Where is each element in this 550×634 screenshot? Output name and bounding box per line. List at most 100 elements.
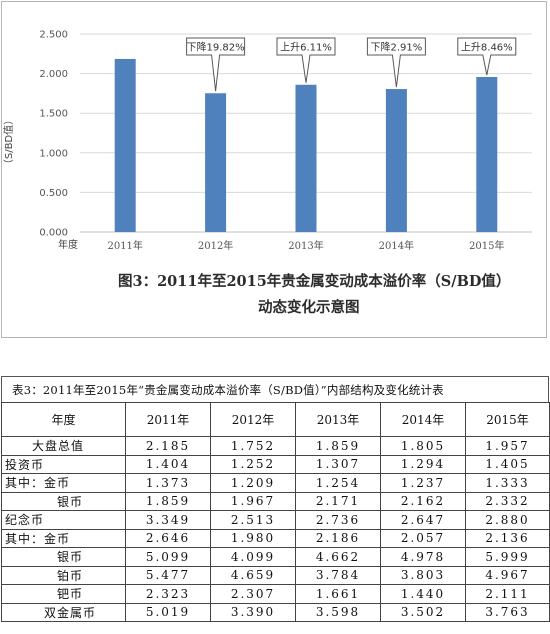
row-label: 大盘总值 xyxy=(1,436,126,456)
cell-value: 3.598 xyxy=(295,602,381,622)
row-label: 钯币 xyxy=(1,584,126,604)
y-tick-label: 1.000 xyxy=(39,148,68,159)
row-label: 其中：金币 xyxy=(1,473,126,493)
cell-value: 1.252 xyxy=(210,454,296,474)
chart-title-line-2: 动态变化示意图 xyxy=(258,299,360,316)
table-caption: 表3：2011年至2015年“贵金属变动成本溢价率（S/BD值）”内部结构及变化… xyxy=(1,376,549,402)
cell-value: 4.099 xyxy=(210,547,296,567)
y-tick-label: 2.500 xyxy=(39,30,68,41)
cell-value: 2.880 xyxy=(465,510,550,530)
cell-value: 2.171 xyxy=(295,491,381,511)
table-row: 其中：金币 2.646 1.980 2.186 2.057 2.136 xyxy=(1,528,550,548)
cell-value: 4.659 xyxy=(210,565,296,585)
callout-label: 下降2.91% xyxy=(371,41,423,54)
table-row: 投资币 1.404 1.252 1.307 1.294 1.405 xyxy=(1,454,550,474)
cell-value: 1.967 xyxy=(210,491,296,511)
y-tick-label: 1.500 xyxy=(39,109,68,120)
row-label: 双金属币 xyxy=(1,602,126,622)
cell-value: 3.502 xyxy=(380,602,466,622)
table-row: 纪念币 3.349 2.513 2.736 2.647 2.880 xyxy=(1,510,550,530)
table-row: 铂币 5.477 4.659 3.784 3.803 4.967 xyxy=(1,565,550,585)
header-year: 年度 xyxy=(1,402,126,437)
header-2012: 2012年 xyxy=(210,402,296,437)
header-2014: 2014年 xyxy=(380,402,466,437)
x-tick-label: 2013年 xyxy=(288,239,323,252)
cell-value: 1.405 xyxy=(465,454,550,474)
bar xyxy=(114,58,136,233)
header-2011: 2011年 xyxy=(125,402,211,437)
table-header-row: 年度 2011年 2012年 2013年 2014年 2015年 xyxy=(1,402,550,437)
cell-value: 1.294 xyxy=(380,454,466,474)
cell-value: 3.763 xyxy=(465,602,550,622)
cell-value: 1.237 xyxy=(380,473,466,493)
cell-value: 4.967 xyxy=(465,565,550,585)
callout-box xyxy=(366,37,426,88)
row-label: 纪念币 xyxy=(1,510,126,530)
table-row: 银币 1.859 1.967 2.171 2.162 2.332 xyxy=(1,491,550,511)
cell-value: 2.513 xyxy=(210,510,296,530)
cell-value: 3.784 xyxy=(295,565,381,585)
chart-panel: 0.000 0.500 1.000 1.500 2.000 2.500 2011年 2012… xyxy=(1,1,547,338)
row-label: 铂币 xyxy=(1,565,126,585)
change-callout: 下降19.82% xyxy=(186,37,246,92)
stats-table: 年度 2011年 2012年 2013年 2014年 2015年 大盘总值 2.1… xyxy=(1,402,550,622)
cell-value: 3.390 xyxy=(210,602,296,622)
cell-value: 2.057 xyxy=(380,528,466,548)
bar-chart: 0.000 0.500 1.000 1.500 2.000 2.500 2011年 2012… xyxy=(2,30,532,252)
cell-value: 2.646 xyxy=(125,528,211,548)
callout-label: 下降19.82% xyxy=(187,41,245,54)
cell-value: 2.136 xyxy=(465,528,550,548)
cell-value: 1.859 xyxy=(295,436,381,456)
table-row: 双金属币 5.019 3.390 3.598 3.502 3.763 xyxy=(1,602,550,622)
bar xyxy=(385,89,407,232)
row-label: 银币 xyxy=(1,547,126,567)
callout-box xyxy=(276,37,336,83)
header-2013: 2013年 xyxy=(295,402,381,437)
x-tick-label: 2015年 xyxy=(469,239,504,252)
stats-table-section: 表3：2011年至2015年“贵金属变动成本溢价率（S/BD值）”内部结构及变化… xyxy=(1,376,550,622)
callout-label: 上升8.46% xyxy=(461,42,513,54)
change-callout: 上升8.46% xyxy=(457,37,517,76)
cell-value: 1.752 xyxy=(210,436,296,456)
cell-value: 1.333 xyxy=(465,473,550,493)
cell-value: 2.111 xyxy=(465,584,550,604)
bar xyxy=(205,93,227,232)
change-callout: 上升6.11% xyxy=(276,37,336,83)
cell-value: 1.957 xyxy=(465,436,550,456)
cell-value: 1.440 xyxy=(380,584,466,604)
cell-value: 2.162 xyxy=(380,491,466,511)
cell-value: 1.859 xyxy=(125,491,211,511)
x-tick-label: 2011年 xyxy=(107,239,142,252)
cell-value: 1.373 xyxy=(125,473,211,493)
table-row: 其中：金币 1.373 1.209 1.254 1.237 1.333 xyxy=(1,473,550,493)
cell-value: 1.661 xyxy=(295,584,381,604)
table-row: 钯币 2.323 2.307 1.661 1.440 2.111 xyxy=(1,584,550,604)
table-row: 大盘总值 2.185 1.752 1.859 1.805 1.957 xyxy=(1,436,550,456)
change-callout: 下降2.91% xyxy=(366,37,426,88)
callouts: 下降19.82% 上升6.11% 下降2.91% 上升8.46% xyxy=(186,37,517,92)
cell-value: 1.805 xyxy=(380,436,466,456)
cell-value: 5.019 xyxy=(125,602,211,622)
x-axis-label: 年度 xyxy=(58,238,78,251)
chart-title: 图3：2011年至2015年贵金属变动成本溢价率（S/BD值） 动态变化示意图 xyxy=(118,269,538,321)
y-tick-label: 0.000 xyxy=(39,228,68,239)
cell-value: 2.186 xyxy=(295,528,381,548)
bars xyxy=(114,58,498,233)
cell-value: 2.307 xyxy=(210,584,296,604)
callout-label: 上升6.11% xyxy=(280,42,332,54)
y-tick-label: 0.500 xyxy=(39,188,68,199)
cell-value: 1.980 xyxy=(210,528,296,548)
cell-value: 1.254 xyxy=(295,473,381,493)
cell-value: 1.307 xyxy=(295,454,381,474)
chart-title-line-1: 图3：2011年至2015年贵金属变动成本溢价率（S/BD值） xyxy=(118,273,511,290)
cell-value: 2.332 xyxy=(465,491,550,511)
bar xyxy=(295,84,317,232)
cell-value: 1.404 xyxy=(125,454,211,474)
cell-value: 2.736 xyxy=(295,510,381,530)
callout-box xyxy=(457,37,517,76)
cell-value: 4.662 xyxy=(295,547,381,567)
cell-value: 2.185 xyxy=(125,436,211,456)
cell-value: 5.999 xyxy=(465,547,550,567)
cell-value: 5.099 xyxy=(125,547,211,567)
cell-value: 3.803 xyxy=(380,565,466,585)
